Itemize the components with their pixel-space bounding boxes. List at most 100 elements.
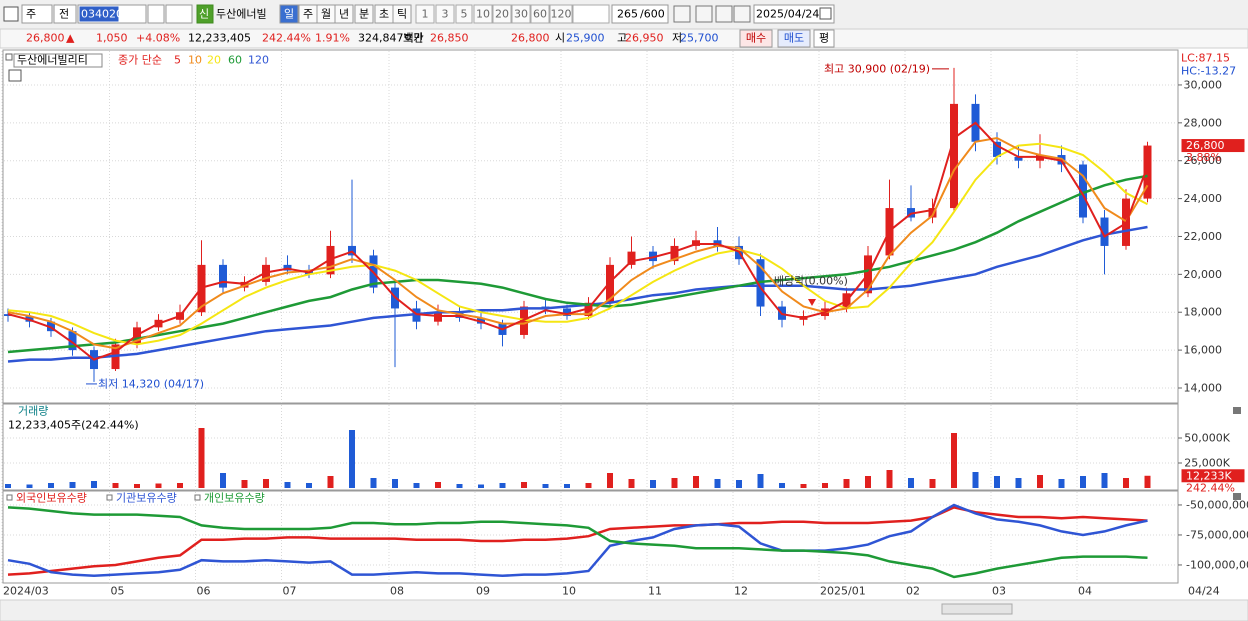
interval-button[interactable]	[455, 4, 473, 24]
legend-entry: 개인보유수량	[204, 492, 265, 505]
y-tick-label: 50,000K	[1184, 432, 1230, 445]
interval-button[interactable]	[415, 4, 435, 24]
x-tick-label: 09	[476, 585, 490, 598]
volume-bar	[370, 478, 377, 488]
x-tick-label: 06	[197, 585, 211, 598]
tool-icon[interactable]	[715, 5, 733, 23]
panel-close[interactable]	[1233, 493, 1241, 500]
volume-bar	[585, 483, 592, 488]
search-button[interactable]	[147, 4, 165, 24]
panel-close[interactable]	[1233, 407, 1241, 414]
volume-bar	[693, 476, 699, 488]
interval-button[interactable]	[549, 4, 573, 24]
order-label: 평	[819, 32, 829, 45]
quote-item: 26,800	[26, 32, 65, 45]
volume-bar	[349, 430, 355, 488]
date-input[interactable]	[753, 4, 835, 24]
volume-bar	[112, 483, 119, 488]
last-price-label: 26,800	[1186, 139, 1225, 152]
volume-title: 거래량	[18, 405, 48, 418]
volume-bar	[822, 483, 828, 488]
volume-bar	[177, 483, 183, 488]
y-tick-label: -100,000,000	[1186, 558, 1248, 571]
volume-bar	[1015, 478, 1022, 488]
candle-body	[1143, 145, 1152, 199]
volume-bar	[1101, 473, 1108, 488]
ma-label: 종가 단순	[118, 54, 162, 67]
interval-label: 1	[422, 8, 429, 21]
volume-bar	[994, 476, 1000, 488]
chart-title: 두산에너빌리티	[17, 54, 88, 67]
interval-button[interactable]	[530, 4, 550, 24]
order-button[interactable]	[739, 29, 773, 48]
sound-button[interactable]	[165, 4, 193, 24]
interval-button[interactable]	[511, 4, 531, 24]
legend-entry: 외국인보유수량	[16, 492, 87, 505]
period-button[interactable]	[279, 4, 299, 24]
volume-bar	[908, 478, 914, 488]
volume-bar	[327, 476, 334, 488]
period-label: 월	[321, 8, 331, 21]
interval-label: 60	[533, 8, 547, 21]
period-label: 일	[284, 7, 294, 21]
order-label: 매수	[746, 32, 766, 45]
count-input[interactable]	[611, 4, 669, 24]
quote-item: 242.44%	[262, 32, 311, 45]
x-tick-label: 05	[111, 585, 125, 598]
legend-entry: 60	[228, 54, 242, 67]
order-label: 매도	[784, 32, 804, 45]
volume-bar	[392, 479, 398, 488]
code-selection	[79, 6, 119, 22]
lc-label: LC:87.15	[1181, 52, 1230, 65]
interval-button[interactable]	[492, 4, 512, 24]
stock-code: 034020	[81, 8, 123, 21]
volume-bar	[26, 484, 33, 488]
window-icon[interactable]	[3, 6, 19, 22]
volume-bar	[134, 484, 140, 488]
bar-max: /600	[640, 8, 665, 21]
period-button[interactable]	[392, 4, 412, 24]
tool-icon[interactable]	[673, 5, 691, 23]
period-button[interactable]	[354, 4, 374, 24]
title-box	[13, 53, 103, 68]
volume-bar	[48, 483, 54, 488]
volume-bar	[607, 473, 613, 488]
x-tick-label: 2024/03	[3, 585, 49, 598]
scroll-thumb[interactable]	[941, 603, 1013, 615]
volume-bar	[843, 479, 850, 488]
x-tick-label: 03	[992, 585, 1006, 598]
legend-entry: 기관보유수량	[116, 492, 177, 505]
y-tick-label: 25,000K	[1184, 457, 1230, 470]
interval-button[interactable]	[473, 4, 493, 24]
volume-bar	[241, 480, 248, 488]
tool-icon[interactable]	[733, 5, 751, 23]
y-tick-label: 28,000	[1184, 116, 1223, 129]
prev-button[interactable]	[53, 4, 77, 24]
tool-icon[interactable]	[695, 5, 713, 23]
panel-tool-icon[interactable]	[8, 69, 22, 82]
volume-bar	[306, 483, 312, 488]
hc-label: HC:-13.27	[1181, 65, 1236, 78]
order-button[interactable]	[813, 29, 835, 48]
period-label: 초	[379, 8, 389, 21]
holdings-line	[7, 506, 1148, 579]
volume-bar	[413, 483, 420, 488]
volume-bar	[564, 484, 570, 488]
interval-label: 30	[514, 8, 528, 21]
period-button[interactable]	[334, 4, 354, 24]
order-button[interactable]	[777, 29, 811, 48]
legend-entry: 5	[174, 54, 181, 67]
x-tick-label: 2025/01	[820, 585, 866, 598]
moving-average-line	[7, 174, 1148, 354]
interval-select[interactable]	[572, 4, 610, 24]
scrollbar[interactable]	[0, 599, 1248, 621]
x-tick-label: 07	[283, 585, 297, 598]
interval-button[interactable]	[435, 4, 455, 24]
x-tick-label: 04	[1078, 585, 1092, 598]
market-select[interactable]	[21, 4, 53, 24]
legend-entry: 10	[188, 54, 202, 67]
calendar-icon[interactable]	[819, 7, 832, 20]
candle-body	[68, 331, 77, 351]
stock-name: 두산에너빌	[216, 8, 267, 21]
quote-bar-bg	[0, 28, 1248, 49]
